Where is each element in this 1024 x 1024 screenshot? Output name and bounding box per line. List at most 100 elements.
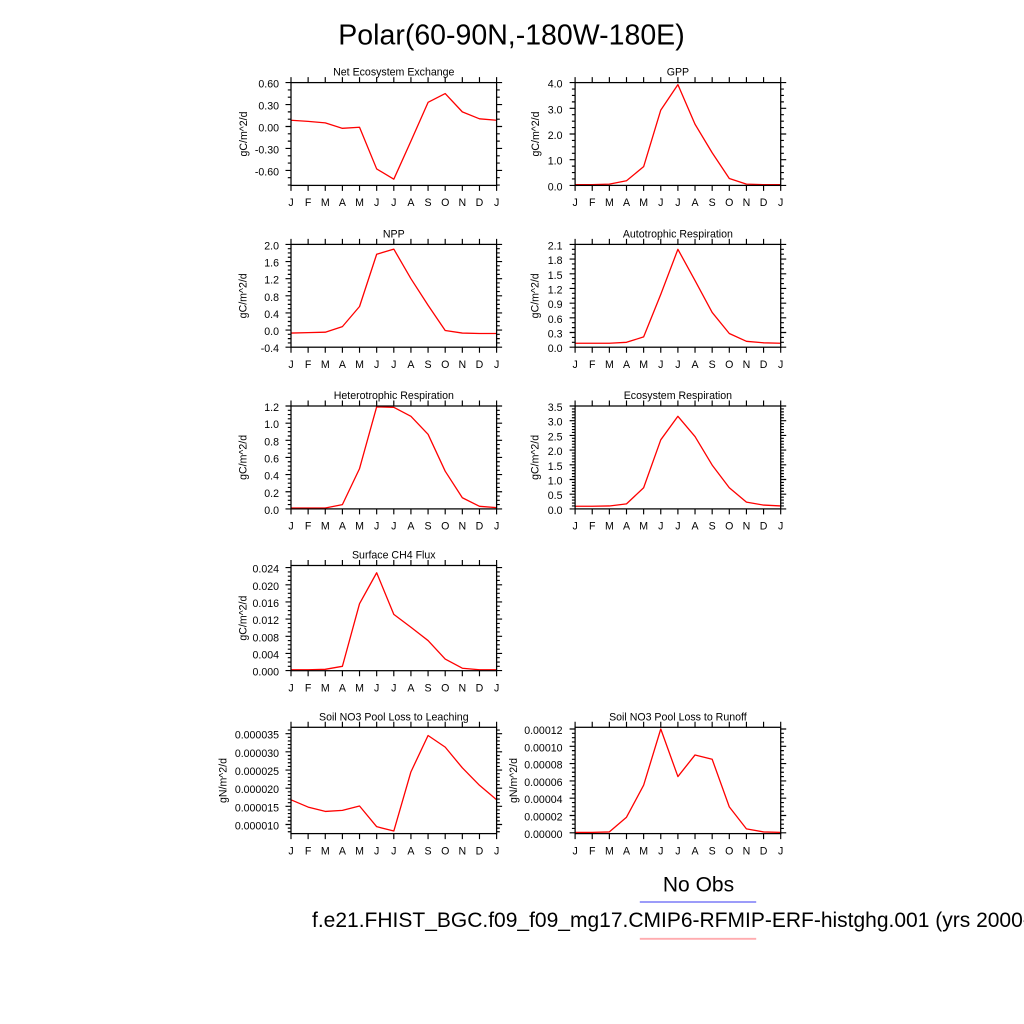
svg-text:1.0: 1.0 [548, 156, 563, 168]
svg-text:S: S [709, 845, 716, 857]
svg-text:2.1: 2.1 [548, 240, 563, 252]
svg-text:J: J [374, 845, 379, 857]
svg-text:0.60: 0.60 [258, 79, 279, 91]
svg-text:M: M [321, 197, 330, 209]
svg-text:0.000010: 0.000010 [235, 821, 279, 833]
svg-text:J: J [374, 197, 379, 209]
svg-text:0.000020: 0.000020 [235, 784, 279, 796]
svg-text:D: D [476, 359, 484, 371]
svg-text:J: J [374, 682, 379, 694]
svg-text:N: N [459, 845, 467, 857]
svg-text:gC/m^2/d: gC/m^2/d [530, 435, 542, 480]
svg-text:J: J [572, 845, 577, 857]
svg-text:1.0: 1.0 [548, 476, 563, 488]
svg-text:N: N [743, 359, 751, 371]
svg-text:0.00010: 0.00010 [524, 742, 562, 754]
svg-text:0.000015: 0.000015 [235, 802, 279, 814]
svg-text:0.0: 0.0 [264, 326, 279, 338]
svg-text:0.6: 0.6 [548, 314, 563, 326]
svg-text:J: J [288, 197, 293, 209]
svg-text:gC/m^2/d: gC/m^2/d [530, 111, 542, 156]
svg-text:J: J [675, 197, 680, 209]
svg-text:0.0: 0.0 [264, 505, 279, 517]
svg-text:J: J [494, 845, 499, 857]
svg-text:A: A [407, 521, 415, 533]
svg-text:0.4: 0.4 [264, 309, 279, 321]
svg-text:0.30: 0.30 [258, 101, 279, 113]
svg-text:-0.30: -0.30 [255, 144, 279, 156]
svg-text:0.00002: 0.00002 [524, 812, 562, 824]
svg-text:J: J [288, 521, 293, 533]
svg-text:O: O [725, 197, 733, 209]
svg-text:gC/m^2/d: gC/m^2/d [238, 111, 250, 156]
svg-text:J: J [778, 845, 783, 857]
svg-text:Surface CH4 Flux: Surface CH4 Flux [352, 550, 436, 562]
svg-text:1.5: 1.5 [548, 461, 563, 473]
svg-text:M: M [321, 682, 330, 694]
svg-text:D: D [476, 521, 484, 533]
svg-text:M: M [355, 521, 364, 533]
svg-text:J: J [658, 197, 663, 209]
svg-text:3.0: 3.0 [548, 104, 563, 116]
svg-text:2.0: 2.0 [548, 446, 563, 458]
svg-text:S: S [709, 521, 716, 533]
svg-text:N: N [743, 197, 751, 209]
svg-text:1.8: 1.8 [548, 255, 563, 267]
svg-text:S: S [425, 359, 432, 371]
svg-text:J: J [288, 845, 293, 857]
svg-text:O: O [725, 359, 733, 371]
svg-text:S: S [709, 359, 716, 371]
svg-text:0.00008: 0.00008 [524, 760, 562, 772]
svg-text:O: O [441, 682, 449, 694]
svg-text:M: M [605, 359, 614, 371]
svg-text:J: J [494, 359, 499, 371]
svg-text:0.024: 0.024 [252, 564, 279, 576]
svg-text:gN/m^2/d: gN/m^2/d [218, 758, 230, 803]
svg-text:J: J [391, 845, 396, 857]
svg-text:Soil NO3 Pool Loss to Runoff: Soil NO3 Pool Loss to Runoff [609, 711, 747, 723]
svg-text:0.008: 0.008 [252, 632, 279, 644]
svg-text:0.00012: 0.00012 [524, 725, 562, 737]
svg-text:0.0: 0.0 [548, 343, 563, 355]
svg-text:A: A [407, 359, 415, 371]
svg-text:F: F [305, 521, 312, 533]
svg-text:D: D [760, 521, 768, 533]
svg-text:A: A [623, 845, 631, 857]
svg-text:A: A [623, 521, 631, 533]
svg-text:gC/m^2/d: gC/m^2/d [238, 435, 250, 480]
svg-text:4.0: 4.0 [548, 79, 563, 91]
svg-text:gC/m^2/d: gC/m^2/d [238, 273, 250, 318]
svg-text:J: J [658, 521, 663, 533]
svg-text:2.5: 2.5 [548, 431, 563, 443]
svg-text:A: A [339, 682, 347, 694]
svg-text:A: A [339, 359, 347, 371]
svg-text:A: A [339, 197, 347, 209]
svg-text:2.0: 2.0 [548, 130, 563, 142]
svg-text:J: J [391, 197, 396, 209]
svg-text:-0.60: -0.60 [255, 166, 279, 178]
svg-text:gC/m^2/d: gC/m^2/d [530, 273, 542, 318]
svg-text:1.5: 1.5 [548, 270, 563, 282]
svg-text:M: M [605, 845, 614, 857]
svg-text:D: D [476, 682, 484, 694]
svg-text:D: D [760, 197, 768, 209]
svg-text:S: S [425, 845, 432, 857]
svg-text:F: F [589, 845, 596, 857]
svg-text:0.9: 0.9 [548, 299, 563, 311]
svg-text:0.00: 0.00 [258, 123, 279, 135]
svg-text:J: J [494, 682, 499, 694]
svg-text:0.00004: 0.00004 [524, 794, 562, 806]
svg-text:1.2: 1.2 [264, 402, 279, 414]
svg-text:O: O [441, 197, 449, 209]
svg-text:M: M [639, 197, 648, 209]
svg-text:0.000: 0.000 [252, 667, 279, 679]
svg-text:0.4: 0.4 [264, 471, 279, 483]
svg-text:M: M [355, 197, 364, 209]
svg-text:0.0: 0.0 [548, 181, 563, 193]
svg-text:J: J [658, 359, 663, 371]
svg-text:S: S [709, 197, 716, 209]
svg-text:O: O [441, 845, 449, 857]
svg-text:0.000030: 0.000030 [235, 748, 279, 760]
svg-text:0.012: 0.012 [252, 615, 279, 627]
svg-text:3.5: 3.5 [548, 402, 563, 414]
